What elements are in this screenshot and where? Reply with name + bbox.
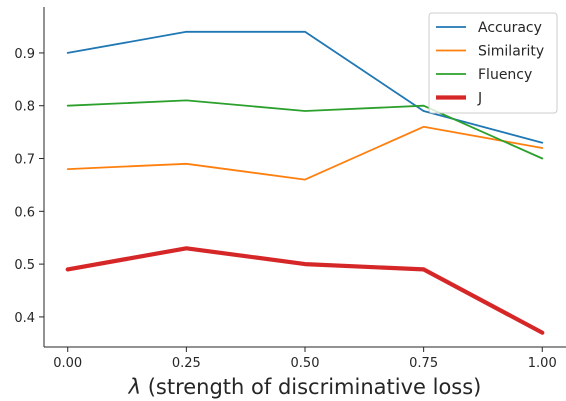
y-tick-label: 0.6 (14, 205, 35, 220)
x-axis-label: λ (strength of discriminative loss) (128, 375, 482, 399)
x-tick-label: 0.50 (291, 356, 320, 371)
y-tick-label: 0.4 (14, 311, 35, 326)
x-tick-label: 1.00 (528, 356, 557, 371)
plot-area (65, 30, 545, 335)
x-tick-label: 0.00 (53, 356, 82, 371)
y-axis-ticks: 0.4 0.5 0.6 0.7 0.8 0.9 (14, 47, 44, 326)
series-line-fluency (66, 99, 544, 160)
x-tick-label: 0.75 (409, 356, 438, 371)
y-tick-label: 0.8 (14, 100, 35, 115)
y-tick-label: 0.7 (14, 153, 35, 168)
series-line-accuracy (66, 30, 544, 144)
x-axis-label-text: (strength of discriminative loss) (141, 375, 481, 399)
series-line-j (65, 246, 545, 335)
legend-box (428, 12, 558, 114)
x-tick-label: 0.25 (172, 356, 201, 371)
legend-label-accuracy: Accuracy (478, 20, 542, 36)
legend-label-similarity: Similarity (478, 44, 544, 60)
x-axis-ticks: 0.00 0.25 0.50 0.75 1.00 (53, 347, 557, 371)
y-tick-label: 0.5 (14, 258, 35, 273)
legend: Accuracy Similarity Fluency J (428, 12, 558, 114)
series-line-similarity (66, 125, 544, 181)
y-tick-label: 0.9 (14, 47, 35, 62)
legend-label-fluency: Fluency (478, 67, 532, 83)
legend-label-j: J (477, 91, 482, 107)
lambda-symbol: λ (128, 375, 141, 399)
